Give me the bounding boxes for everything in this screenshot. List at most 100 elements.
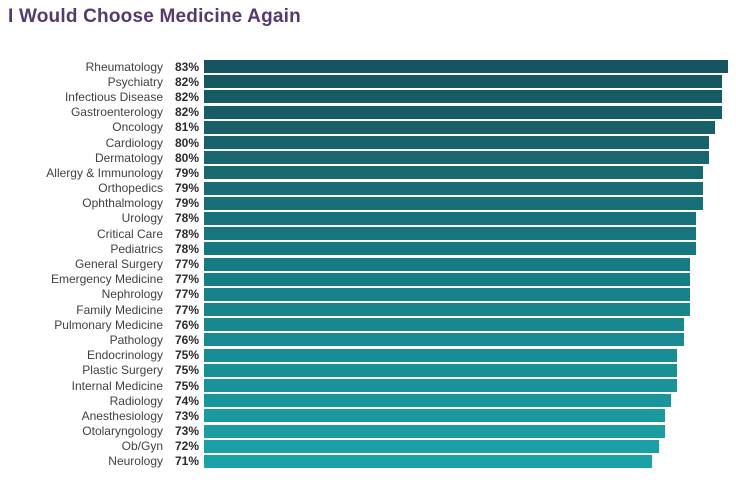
bar-track (204, 409, 728, 423)
category-label: Radiology (109, 393, 163, 408)
chart-row: Oncology 81% (0, 120, 736, 135)
bar (204, 318, 684, 332)
chart-row: Orthopedics 79% (0, 181, 736, 196)
bar (204, 424, 665, 438)
bar (204, 181, 703, 195)
bar (204, 166, 703, 180)
value-label: 75% (174, 348, 199, 363)
value-label: 74% (174, 393, 199, 408)
chart-row: Family Medicine 77% (0, 302, 736, 317)
category-label: Ophthalmology (82, 196, 163, 211)
bar-track (204, 105, 728, 119)
category-label: Internal Medicine (71, 378, 163, 393)
bar (204, 303, 691, 317)
bar (204, 348, 678, 362)
chart-row: Emergency Medicine 77% (0, 272, 736, 287)
bar-track (204, 242, 728, 256)
value-label: 76% (174, 332, 199, 347)
bar-track (204, 424, 728, 438)
value-label: 80% (174, 135, 199, 150)
chart-title: I Would Choose Medicine Again (8, 6, 301, 27)
category-label: Nephrology (101, 287, 163, 302)
category-label: Ob/Gyn (121, 439, 163, 454)
bar-track (204, 120, 728, 134)
bar-track (204, 303, 728, 317)
category-label: Pulmonary Medicine (54, 317, 163, 332)
category-label: Critical Care (96, 226, 163, 241)
category-label: Urology (121, 211, 163, 226)
value-label: 71% (174, 454, 199, 469)
value-label: 77% (174, 302, 199, 317)
chart-row: Rheumatology 83% (0, 59, 736, 74)
value-label: 79% (174, 181, 199, 196)
bar (204, 90, 722, 104)
chart-row: Anesthesiology 73% (0, 408, 736, 423)
bar (204, 60, 728, 74)
chart-row: Ob/Gyn 72% (0, 439, 736, 454)
category-label: Endocrinology (86, 348, 163, 363)
category-label: Otolaryngology (82, 424, 163, 439)
bar (204, 454, 653, 468)
bar-track (204, 75, 728, 89)
category-label: Anesthesiology (81, 408, 163, 423)
value-label: 77% (174, 257, 199, 272)
value-label: 73% (174, 408, 199, 423)
bar-track (204, 454, 728, 468)
category-label: Oncology (112, 120, 163, 135)
chart-row: Radiology 74% (0, 393, 736, 408)
value-label: 83% (174, 59, 199, 74)
category-label: Gastroenterology (70, 105, 163, 120)
chart-row: Pulmonary Medicine 76% (0, 317, 736, 332)
bar-track (204, 211, 728, 225)
value-label: 78% (174, 226, 199, 241)
chart-row: Nephrology 77% (0, 287, 736, 302)
bar-track (204, 90, 728, 104)
chart-row: Urology 78% (0, 211, 736, 226)
category-label: Dermatology (94, 150, 163, 165)
bar (204, 439, 659, 453)
value-label: 76% (174, 317, 199, 332)
value-label: 82% (174, 74, 199, 89)
category-label: Orthopedics (98, 181, 163, 196)
bar (204, 394, 672, 408)
value-label: 77% (174, 287, 199, 302)
bar (204, 287, 691, 301)
bar (204, 75, 722, 89)
bar (204, 272, 691, 286)
value-label: 82% (174, 89, 199, 104)
chart-row: Endocrinology 75% (0, 348, 736, 363)
bar-track (204, 363, 728, 377)
category-label: Psychiatry (107, 74, 163, 89)
bar (204, 151, 710, 165)
bar-track (204, 257, 728, 271)
bar-track (204, 151, 728, 165)
bar (204, 120, 716, 134)
category-label: Family Medicine (76, 302, 163, 317)
bar-track (204, 333, 728, 347)
chart-row: Dermatology 80% (0, 150, 736, 165)
value-label: 73% (174, 424, 199, 439)
category-label: Cardiology (105, 135, 163, 150)
bar-track (204, 136, 728, 150)
bar-track (204, 227, 728, 241)
value-label: 79% (174, 196, 199, 211)
bar (204, 242, 697, 256)
bar (204, 136, 710, 150)
value-label: 81% (174, 120, 199, 135)
bar-track (204, 181, 728, 195)
chart-row: Cardiology 80% (0, 135, 736, 150)
bar (204, 211, 697, 225)
category-label: Neurology (108, 454, 163, 469)
category-label: General Surgery (74, 257, 163, 272)
chart-row: Plastic Surgery 75% (0, 363, 736, 378)
bar (204, 196, 703, 210)
bar-track (204, 272, 728, 286)
category-label: Emergency Medicine (50, 272, 163, 287)
chart-row: Ophthalmology 79% (0, 196, 736, 211)
category-label: Rheumatology (85, 59, 163, 74)
bar (204, 379, 678, 393)
chart-row: Allergy & Immunology 79% (0, 165, 736, 180)
chart-row: Otolaryngology 73% (0, 424, 736, 439)
value-label: 80% (174, 150, 199, 165)
value-label: 75% (174, 363, 199, 378)
